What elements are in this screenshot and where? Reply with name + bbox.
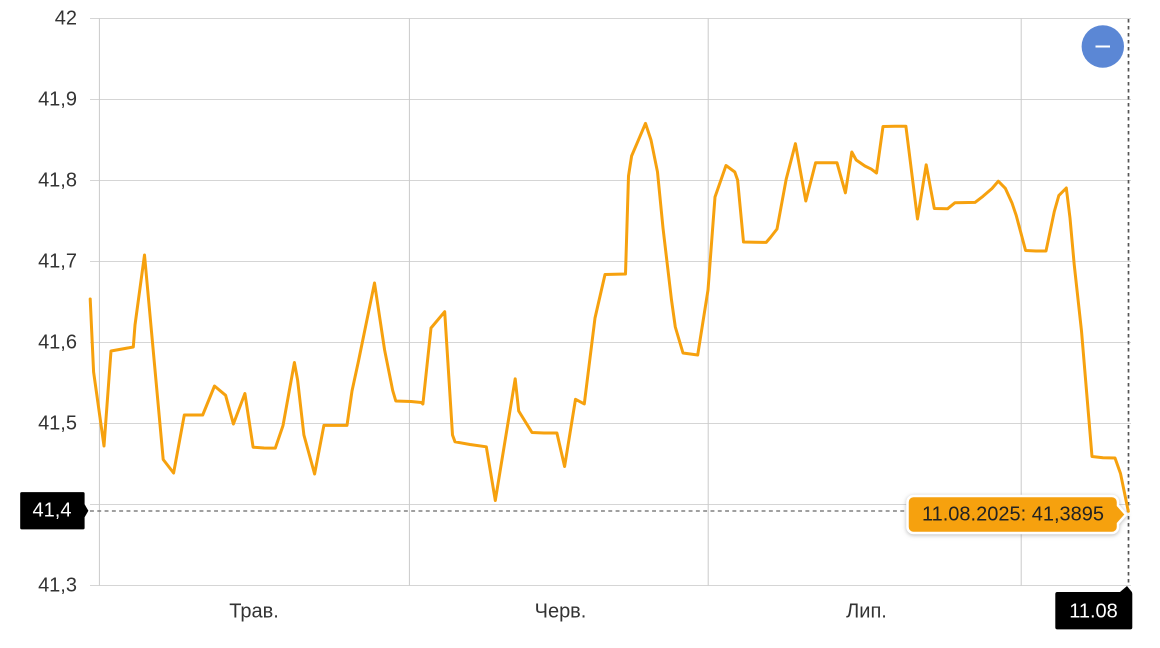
svg-text:41,3: 41,3 (38, 575, 77, 597)
svg-text:Лип.: Лип. (846, 600, 887, 622)
svg-text:Черв.: Черв. (535, 600, 587, 622)
svg-text:41,7: 41,7 (38, 251, 77, 273)
svg-text:11.08.2025: 41,3895: 11.08.2025: 41,3895 (922, 504, 1104, 526)
svg-text:41,8: 41,8 (38, 170, 77, 192)
svg-text:41,4: 41,4 (33, 500, 72, 522)
svg-text:Трав.: Трав. (229, 600, 279, 622)
svg-text:11.08: 11.08 (1069, 601, 1118, 623)
svg-text:41,9: 41,9 (38, 89, 77, 111)
svg-text:41,6: 41,6 (38, 332, 77, 354)
svg-text:41,5: 41,5 (38, 413, 77, 435)
svg-text:42: 42 (55, 8, 77, 30)
